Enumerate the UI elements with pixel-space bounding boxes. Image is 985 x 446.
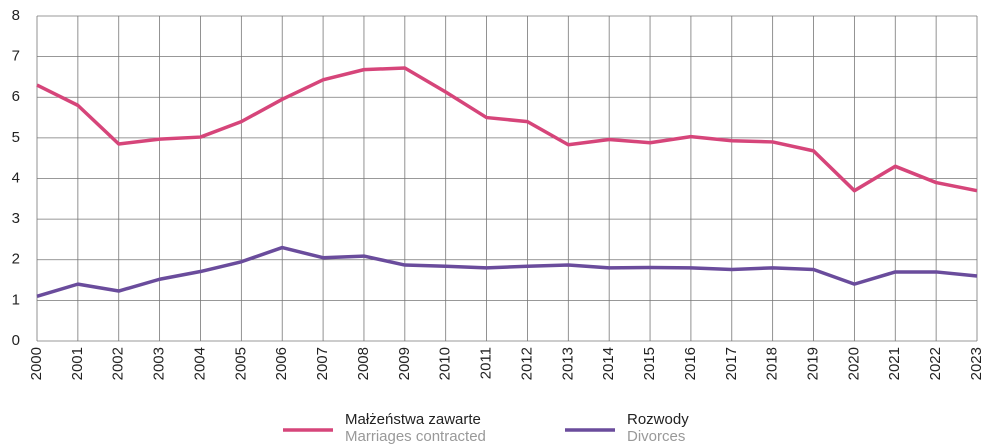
y-tick-label: 5 — [12, 129, 20, 146]
x-tick-label: 2001 — [69, 347, 86, 380]
y-tick-label: 1 — [12, 291, 20, 308]
y-tick-label: 0 — [12, 332, 20, 349]
x-tick-label: 2013 — [559, 347, 576, 380]
x-tick-label: 2005 — [232, 347, 249, 380]
x-tick-label: 2002 — [110, 347, 127, 380]
x-tick-label: 2023 — [968, 347, 985, 380]
x-tick-label: 2004 — [191, 347, 208, 380]
x-tick-label: 2015 — [641, 347, 658, 380]
x-tick-label: 2007 — [314, 347, 331, 380]
x-tick-label: 2021 — [886, 347, 903, 380]
series-line — [36, 245, 978, 298]
x-tick-label: 2008 — [355, 347, 372, 380]
x-tick-label: 2011 — [478, 347, 495, 379]
y-tick-label: 3 — [12, 210, 20, 227]
x-tick-label: 2022 — [927, 347, 944, 380]
y-tick-label: 6 — [12, 88, 20, 105]
x-tick-label: 2019 — [804, 347, 821, 380]
x-tick-label: 2010 — [437, 347, 454, 380]
y-tick-label: 8 — [12, 7, 20, 24]
y-tick-label: 2 — [12, 251, 20, 268]
x-tick-label: 2018 — [764, 347, 781, 380]
legend-label: Rozwody — [627, 411, 689, 428]
x-tick-label: 2000 — [28, 347, 45, 380]
x-tick-label: 2012 — [518, 347, 535, 380]
x-tick-label: 2020 — [845, 347, 862, 380]
x-tick-label: 2006 — [273, 347, 290, 380]
y-tick-label: 7 — [12, 48, 20, 65]
series-line — [36, 66, 978, 193]
legend-label-en: Marriages contracted — [345, 428, 486, 445]
y-tick-label: 4 — [12, 169, 20, 186]
x-tick-label: 2016 — [682, 347, 699, 380]
x-tick-label: 2017 — [723, 347, 740, 380]
legend-label-en: Divorces — [627, 428, 685, 445]
x-tick-label: 2003 — [151, 347, 168, 380]
x-tick-label: 2014 — [600, 347, 617, 380]
legend-label: Małżeństwa zawarte — [345, 411, 481, 428]
x-tick-label: 2009 — [396, 347, 413, 380]
